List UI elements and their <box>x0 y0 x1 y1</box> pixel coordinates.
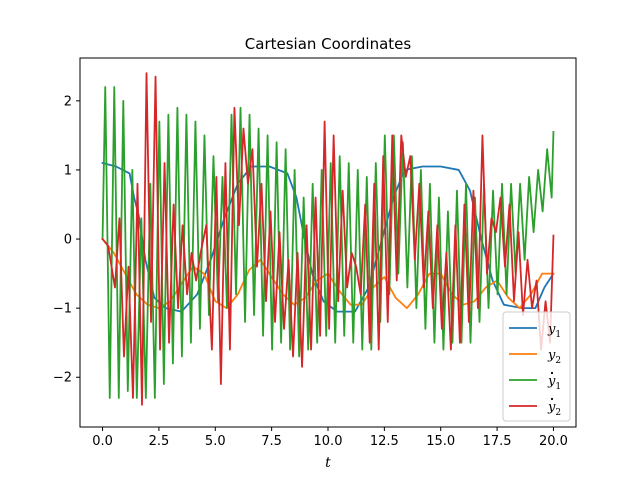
x-tick-label: 12.5 <box>370 434 399 449</box>
legend-box <box>502 311 571 422</box>
y-axis: −2 −1 0 1 2 <box>53 94 80 386</box>
legend-subscript: 2 <box>555 408 561 418</box>
chart-title: Cartesian Coordinates <box>245 35 412 53</box>
x-tick-label: 7.5 <box>261 434 282 449</box>
x-tick-label: 20.0 <box>539 434 568 449</box>
y-tick-label: 2 <box>64 94 72 109</box>
y-tick-label: −1 <box>53 302 72 317</box>
x-tick-label: 0.0 <box>92 434 113 449</box>
x-tick-label: 5.0 <box>205 434 226 449</box>
series-line-y2-dot <box>101 72 555 406</box>
plot-area <box>101 72 555 406</box>
x-tick-label: 2.5 <box>149 434 170 449</box>
x-axis: 0.0 2.5 5.0 7.5 10.0 12.5 15.0 17.5 20.0 <box>92 427 568 449</box>
legend-subscript: 2 <box>555 356 561 366</box>
series-line-y1-dot <box>101 86 555 399</box>
legend-subscript: 1 <box>555 382 561 392</box>
legend-dot-accent <box>550 397 554 401</box>
x-axis-label: t <box>325 455 331 471</box>
legend-subscript: 1 <box>555 330 561 340</box>
legend-dot-accent <box>550 371 554 375</box>
x-tick-label: 15.0 <box>426 434 455 449</box>
x-tick-label: 10.0 <box>314 434 343 449</box>
y-tick-label: 0 <box>64 233 72 248</box>
x-tick-label: 17.5 <box>483 434 512 449</box>
y-tick-label: −2 <box>53 371 72 386</box>
y-tick-label: 1 <box>64 163 72 178</box>
